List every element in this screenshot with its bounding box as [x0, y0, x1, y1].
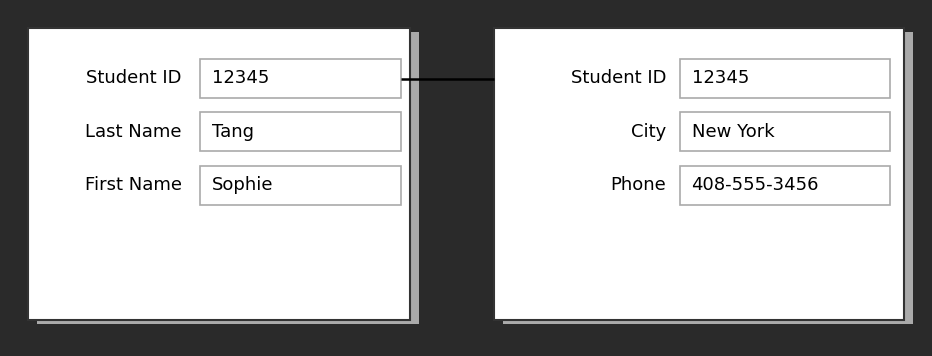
Text: Tang: Tang [212, 123, 254, 141]
Text: Last Name: Last Name [85, 123, 182, 141]
Bar [494, 28, 904, 320]
Bar [200, 166, 401, 205]
Text: 12345: 12345 [212, 69, 269, 87]
Text: First Name: First Name [85, 176, 182, 194]
Text: Student ID: Student ID [87, 69, 182, 87]
Text: 408-555-3456: 408-555-3456 [692, 176, 819, 194]
Bar [200, 112, 401, 151]
Bar [680, 59, 890, 98]
Text: Student ID: Student ID [571, 69, 666, 87]
Bar [503, 32, 913, 324]
Bar [680, 166, 890, 205]
Bar [37, 32, 419, 324]
Bar [200, 59, 401, 98]
Bar [28, 28, 410, 320]
Text: 12345: 12345 [692, 69, 749, 87]
Text: City: City [631, 123, 666, 141]
Text: Phone: Phone [610, 176, 666, 194]
Bar [680, 112, 890, 151]
Text: New York: New York [692, 123, 774, 141]
Text: Sophie: Sophie [212, 176, 273, 194]
